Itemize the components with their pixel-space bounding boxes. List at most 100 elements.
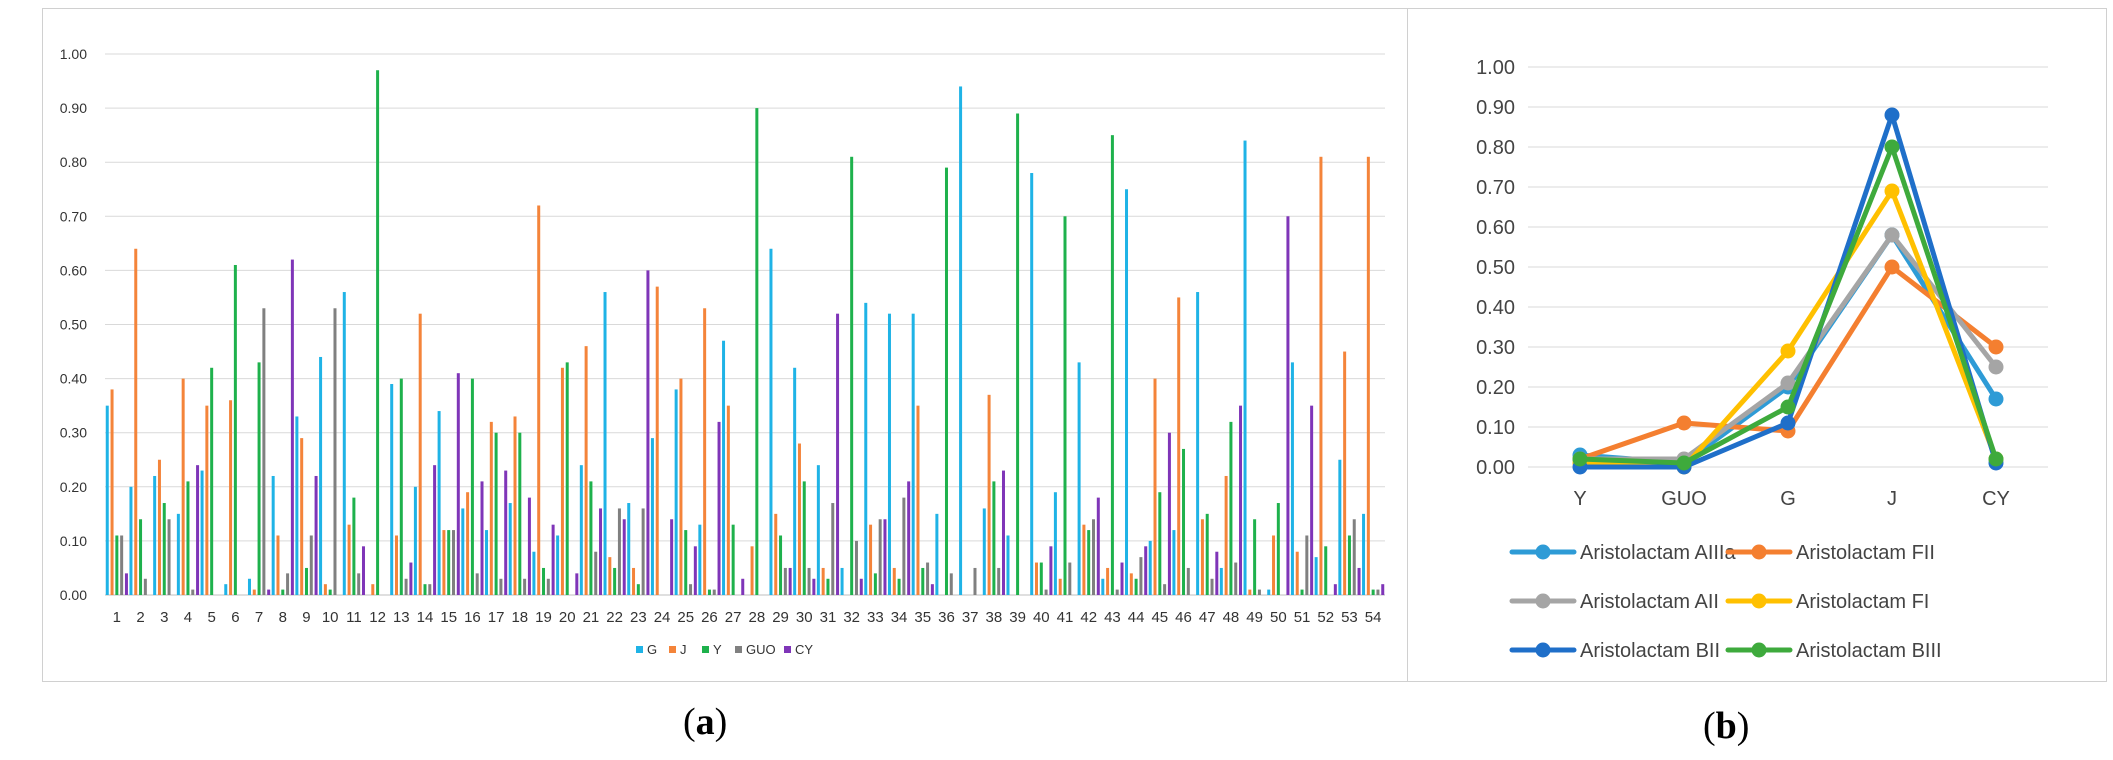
bar [878, 519, 882, 595]
y-tick-label: 1.00 [60, 46, 87, 62]
bar [342, 292, 346, 595]
x-tick-label: 20 [559, 609, 576, 626]
x-tick-label: 11 [346, 609, 362, 626]
bar [205, 405, 209, 595]
bar [1357, 567, 1361, 595]
bar [741, 578, 745, 595]
data-point [1780, 399, 1796, 415]
bar [1096, 497, 1100, 595]
caption-b: (b) [1703, 705, 1750, 747]
x-tick-label: 54 [1365, 609, 1382, 626]
bar [1058, 578, 1062, 595]
bar [1200, 519, 1204, 595]
y-tick-label: 0.30 [1476, 337, 1515, 359]
y-tick-label: 0.60 [1476, 217, 1515, 239]
bar [850, 156, 854, 596]
y-tick-label: 0.10 [60, 533, 87, 549]
x-tick-label: 10 [322, 609, 339, 626]
bar [532, 551, 536, 595]
y-tick-label: 0.10 [1476, 417, 1515, 439]
bar [1030, 173, 1034, 595]
bar [196, 465, 200, 595]
bar [124, 573, 128, 595]
bar [1224, 475, 1228, 595]
x-tick-label: 36 [938, 609, 955, 626]
x-tick-label: 50 [1270, 609, 1287, 626]
bar [831, 503, 835, 595]
bar [1286, 216, 1290, 596]
x-tick-label: 53 [1341, 609, 1358, 626]
x-tick-label: 7 [255, 609, 263, 626]
bar [836, 313, 840, 595]
bar [1362, 513, 1366, 595]
bar [608, 557, 612, 595]
x-tick-label: 51 [1294, 609, 1311, 626]
bar [480, 481, 484, 595]
bar [864, 302, 868, 595]
bar [1333, 584, 1337, 595]
bar [475, 573, 479, 595]
bar [191, 589, 195, 595]
bar [304, 567, 308, 595]
bar [1077, 362, 1081, 595]
bar [390, 384, 394, 595]
bar [726, 405, 730, 595]
bar [115, 535, 119, 595]
bar [698, 524, 702, 595]
bar [504, 470, 508, 595]
bar [176, 513, 180, 595]
bar [1371, 589, 1375, 595]
bar [1276, 503, 1280, 595]
bar [916, 405, 920, 595]
bar [802, 481, 806, 595]
x-tick-label: CY [1982, 488, 2010, 510]
x-tick-label: 27 [725, 609, 742, 626]
bar [1148, 540, 1152, 595]
data-point [1884, 259, 1900, 275]
bar [361, 546, 365, 595]
x-tick-label: 29 [772, 609, 789, 626]
bar [447, 530, 451, 595]
bar [352, 497, 356, 595]
bar [271, 475, 275, 595]
bar [589, 481, 593, 595]
caption-a-letter: a [695, 701, 715, 743]
bar [679, 378, 683, 595]
bar [110, 389, 114, 595]
bar [210, 367, 214, 595]
bar [466, 492, 470, 595]
bar [982, 508, 986, 595]
bar [371, 584, 375, 595]
x-tick-label: 4 [184, 609, 192, 626]
x-tick-label: 40 [1033, 609, 1050, 626]
legend-swatch [636, 646, 643, 653]
bar [1087, 530, 1091, 595]
x-tick-label: 23 [630, 609, 647, 626]
x-tick-label: 35 [914, 609, 931, 626]
bar [1016, 113, 1020, 595]
y-tick-label: 0.50 [60, 317, 87, 333]
bar [357, 573, 361, 595]
bar [247, 578, 251, 595]
bar [1082, 524, 1086, 595]
y-tick-label: 0.70 [60, 208, 87, 224]
bar [513, 416, 517, 595]
bar [1295, 551, 1299, 595]
legend-label: CY [795, 642, 813, 657]
bar [233, 264, 237, 595]
legend-label: J [680, 642, 687, 657]
bar [162, 503, 166, 595]
bar [186, 481, 190, 595]
x-tick-label: 44 [1128, 609, 1145, 626]
data-point [1676, 455, 1692, 471]
x-tick-label: 37 [962, 609, 979, 626]
bar [883, 519, 887, 595]
bar [1310, 405, 1314, 595]
x-tick-label: 30 [796, 609, 813, 626]
bar [641, 508, 645, 595]
bar [485, 530, 489, 595]
bar [470, 378, 474, 595]
bar [1177, 297, 1181, 595]
bar [153, 475, 157, 595]
bar [821, 567, 825, 595]
